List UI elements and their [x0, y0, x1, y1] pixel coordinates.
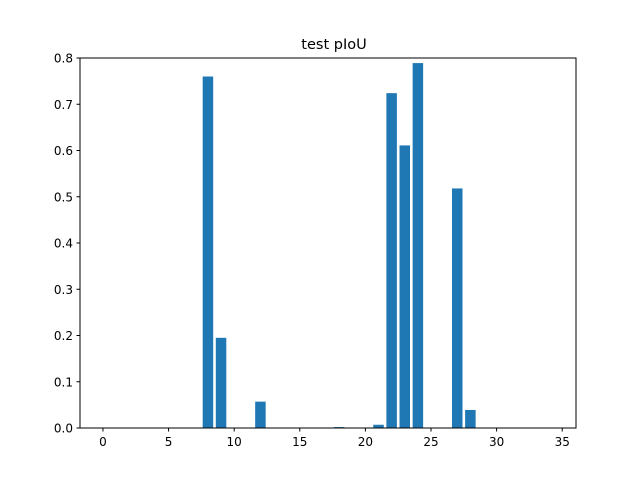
y-tick-label: 0.6: [54, 144, 73, 158]
x-tick-label: 35: [555, 435, 570, 449]
x-axis: 0 5 10 15 20 25 30 35: [99, 428, 570, 449]
y-tick-label: 0.1: [54, 375, 73, 389]
x-tick-label: 30: [489, 435, 504, 449]
bar-24: [412, 63, 424, 429]
bar-27: [452, 188, 463, 428]
bar-23: [399, 145, 411, 428]
bar-28: [465, 409, 476, 428]
x-tick-label: 0: [99, 435, 107, 449]
y-tick-label: 0.5: [54, 190, 73, 204]
y-tick-label: 0.0: [54, 422, 73, 436]
y-tick-label: 0.2: [54, 329, 73, 343]
y-tick-label: 0.4: [54, 237, 73, 251]
y-tick-label: 0.3: [54, 283, 73, 297]
y-axis: 0.0 0.1 0.2 0.3 0.4 0.5 0.6 0.7 0.8: [54, 52, 80, 436]
x-tick-label: 10: [227, 435, 242, 449]
bar-22: [386, 93, 397, 429]
bar-12: [255, 401, 266, 428]
bar-8: [202, 76, 214, 428]
x-tick-label: 20: [358, 435, 373, 449]
x-tick-label: 5: [165, 435, 173, 449]
bar-9: [215, 337, 227, 428]
chart-title: test pIoU: [301, 37, 366, 53]
plot-frame: [79, 57, 577, 429]
x-tick-label: 25: [423, 435, 438, 449]
y-tick-label: 0.7: [54, 98, 73, 112]
x-tick-label: 15: [292, 435, 307, 449]
y-tick-label: 0.8: [54, 52, 73, 66]
bar-21: [373, 424, 384, 428]
bars-group: [202, 63, 476, 429]
